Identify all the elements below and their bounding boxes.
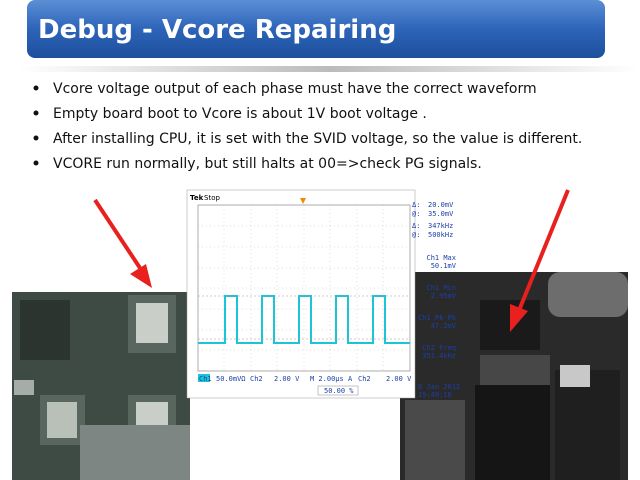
scope-grid: [198, 205, 410, 371]
footer-item: Ch2: [250, 375, 263, 383]
footer-item: M 2.00μs: [310, 375, 344, 383]
measure-label: Ch2 Freq: [422, 344, 456, 352]
scope-time: 19:49:10: [418, 391, 452, 399]
footer-item: 50.00 %: [324, 387, 354, 395]
bullet-dot: [33, 85, 39, 91]
measure-value: 2.95mV: [431, 292, 457, 300]
bullet-dot: [33, 160, 39, 166]
readout-value: 500kHz: [428, 231, 453, 239]
footer-item: Ch1: [199, 375, 212, 383]
arrows: [93, 189, 570, 332]
bullet-dot: [33, 110, 39, 116]
footer-item: 2.00 V: [386, 375, 412, 383]
readout-label: @:: [412, 231, 420, 239]
pcb-photo-left: [12, 292, 190, 480]
readout-label: Δ:: [412, 222, 420, 230]
bullet-text: After installing CPU, it is set with the…: [53, 131, 582, 147]
title-shadow: [20, 66, 640, 72]
measure-label: Ch1 Max: [426, 254, 456, 262]
footer-item: Ch2: [358, 375, 371, 383]
footer-item: 2.00 V: [274, 375, 300, 383]
bullet-list: Vcore voltage output of each phase must …: [33, 81, 582, 172]
title-bar: [27, 0, 605, 58]
oscilloscope: Tek Stop Δ: 20.0mV @: 35.0mV Δ: 347kHz @…: [186, 189, 460, 399]
footer-item: A: [348, 375, 353, 383]
footer-item: 50.0mVΩ: [216, 375, 246, 383]
measure-value: 50.1mV: [431, 262, 457, 270]
title: Debug - Vcore Repairing: [38, 15, 396, 45]
waveform: [198, 295, 410, 344]
readout-label: @:: [412, 210, 420, 218]
measure-value: 351.4kHz: [422, 352, 456, 360]
scope-date: 6 Jan 2012: [418, 383, 460, 391]
trigger-marker: [300, 198, 306, 204]
measure-label: Ch1 Pk-Pk: [418, 314, 457, 322]
scope-brand: Tek: [190, 194, 204, 202]
readout-value: 347kHz: [428, 222, 453, 230]
bullet-text: Vcore voltage output of each phase must …: [53, 81, 537, 97]
readout-value: 35.0mV: [428, 210, 454, 218]
readout-label: Δ:: [412, 201, 420, 209]
bullet-dot: [33, 135, 39, 141]
measure-value: 47.2mV: [431, 322, 457, 330]
measure-label: Ch1 Min: [426, 284, 456, 292]
bullet-text: Empty board boot to Vcore is about 1V bo…: [53, 106, 427, 122]
scope-status: Stop: [204, 194, 220, 202]
bullet-text: VCORE run normally, but still halts at 0…: [53, 156, 482, 172]
readout-value: 20.0mV: [428, 201, 454, 209]
pcb-photo-right: [400, 272, 628, 480]
